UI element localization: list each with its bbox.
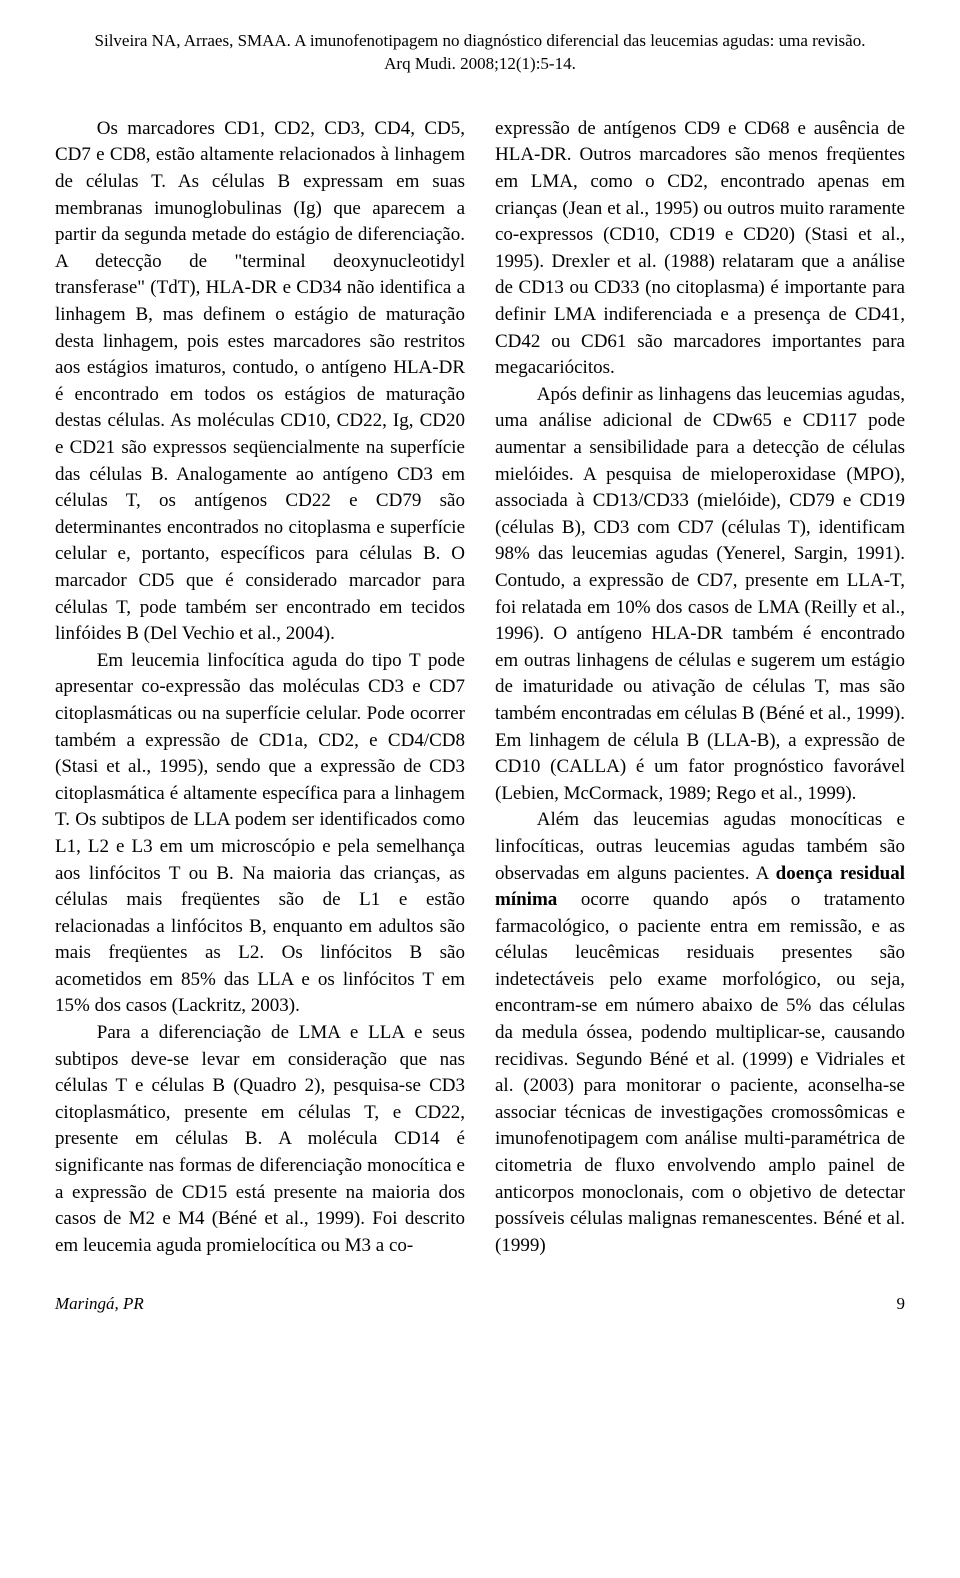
body-paragraph: expressão de antígenos CD9 e CD68 e ausê… bbox=[495, 116, 905, 382]
body-paragraph: Em leucemia linfocítica aguda do tipo T … bbox=[55, 648, 465, 1020]
header-journal: Arq Mudi. 2008;12(1):5-14. bbox=[55, 53, 905, 76]
right-column: expressão de antígenos CD9 e CD68 e ausê… bbox=[495, 116, 905, 1260]
left-column: Os marcadores CD1, CD2, CD3, CD4, CD5, C… bbox=[55, 116, 465, 1260]
page-footer: Maringá, PR 9 bbox=[55, 1294, 905, 1314]
text-columns: Os marcadores CD1, CD2, CD3, CD4, CD5, C… bbox=[55, 116, 905, 1260]
body-text: ocorre quando após o tratamento farmacol… bbox=[495, 889, 905, 1256]
body-paragraph: Os marcadores CD1, CD2, CD3, CD4, CD5, C… bbox=[55, 116, 465, 648]
header-citation: Silveira NA, Arraes, SMAA. A imunofenoti… bbox=[55, 30, 905, 53]
page-number: 9 bbox=[897, 1294, 906, 1314]
footer-location: Maringá, PR bbox=[55, 1294, 144, 1314]
running-header: Silveira NA, Arraes, SMAA. A imunofenoti… bbox=[55, 30, 905, 76]
body-paragraph: Para a diferenciação de LMA e LLA e seus… bbox=[55, 1020, 465, 1259]
body-paragraph: Além das leucemias agudas monocíticas e … bbox=[495, 807, 905, 1259]
body-paragraph: Após definir as linhagens das leucemias … bbox=[495, 382, 905, 808]
